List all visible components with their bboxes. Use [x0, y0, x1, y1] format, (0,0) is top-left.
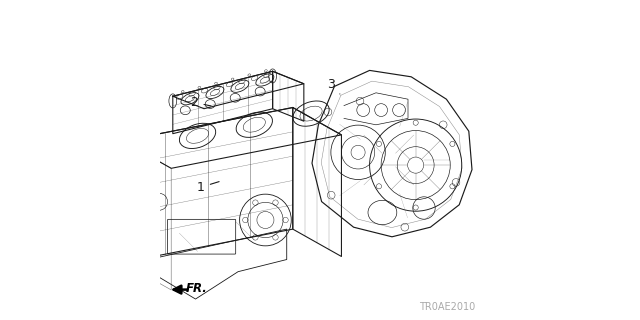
- Text: 1: 1: [197, 181, 219, 194]
- Text: TR0AE2010: TR0AE2010: [419, 302, 475, 312]
- Text: FR.: FR.: [186, 282, 208, 294]
- Text: 2: 2: [191, 96, 211, 109]
- Text: 3: 3: [327, 78, 340, 94]
